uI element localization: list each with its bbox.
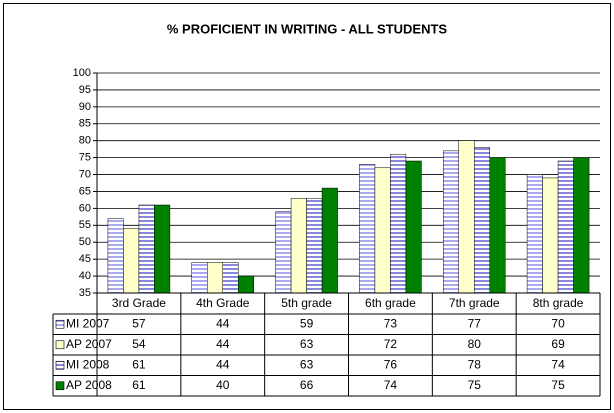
table-value: 75 — [468, 378, 482, 392]
legend-key — [55, 360, 65, 370]
table-value: 75 — [551, 378, 565, 392]
table-value: 63 — [300, 357, 314, 371]
chart-title: % PROFICIENT IN WRITING - ALL STUDENTS — [167, 21, 448, 36]
table-value: 74 — [551, 357, 565, 371]
bar — [238, 275, 254, 294]
bar — [138, 204, 155, 294]
bar — [489, 157, 506, 294]
bar — [207, 262, 223, 294]
x-tick-label: 5th grade — [281, 296, 332, 310]
bar — [107, 218, 124, 294]
bar — [191, 262, 208, 294]
bar — [542, 177, 559, 294]
y-tick-label: 95 — [79, 84, 91, 96]
bar — [458, 140, 475, 294]
table-value: 74 — [384, 378, 398, 392]
bar — [443, 150, 459, 294]
x-tick-label: 7th grade — [449, 296, 500, 310]
y-tick-label: 90 — [79, 101, 91, 113]
bar — [557, 160, 574, 294]
y-tick-label: 50 — [79, 236, 91, 248]
bar — [306, 197, 323, 294]
bar — [359, 164, 376, 294]
y-tick-label: 45 — [79, 253, 91, 265]
legend-key — [55, 381, 65, 391]
y-tick-label: 100 — [73, 67, 91, 79]
table-value: 61 — [132, 357, 146, 371]
y-tick-label: 40 — [79, 270, 91, 282]
bar — [390, 153, 407, 294]
table-value: 69 — [551, 337, 565, 351]
y-tick-label: 75 — [79, 152, 91, 164]
bar — [123, 228, 140, 294]
legend-label: AP 2008 — [66, 378, 112, 392]
bar — [275, 211, 292, 294]
bar — [474, 147, 490, 294]
table-value: 70 — [551, 316, 565, 330]
table-value: 44 — [216, 357, 230, 371]
y-tick-label: 80 — [79, 135, 91, 147]
bar — [321, 187, 338, 294]
y-tick-label: 55 — [79, 219, 91, 231]
table-value: 72 — [384, 337, 398, 351]
table-value: 59 — [300, 316, 314, 330]
table-value: 44 — [216, 316, 230, 330]
bar — [405, 160, 422, 294]
table-value: 63 — [300, 337, 314, 351]
y-tick-label: 65 — [79, 185, 91, 197]
bar — [526, 174, 543, 294]
y-tick-label: 35 — [79, 287, 91, 299]
bar — [154, 204, 171, 294]
y-tick-label: 85 — [79, 118, 91, 130]
table-value: 78 — [468, 357, 482, 371]
legend-label: MI 2007 — [66, 316, 110, 330]
x-tick-label: 6th grade — [365, 296, 416, 310]
table-value: 73 — [384, 316, 398, 330]
x-tick-label: 4th Grade — [196, 296, 250, 310]
table-value: 54 — [132, 337, 146, 351]
table-value: 61 — [132, 378, 146, 392]
bar — [290, 197, 307, 294]
x-tick-label: 3rd Grade — [112, 296, 166, 310]
legend-label: MI 2008 — [66, 357, 110, 371]
legend-key — [55, 319, 65, 329]
table-value: 66 — [300, 378, 314, 392]
bar — [222, 262, 239, 294]
table-value: 77 — [468, 316, 482, 330]
legend-label: AP 2007 — [66, 337, 112, 351]
table-value: 76 — [384, 357, 398, 371]
legend-key — [55, 340, 65, 350]
table-value: 80 — [468, 337, 482, 351]
table-value: 57 — [132, 316, 146, 330]
table-value: 40 — [216, 378, 230, 392]
table-value: 44 — [216, 337, 230, 351]
x-tick-label: 8th grade — [533, 296, 584, 310]
bar — [573, 157, 590, 294]
y-tick-label: 60 — [79, 202, 91, 214]
y-tick-label: 70 — [79, 168, 91, 180]
bar — [374, 167, 391, 294]
